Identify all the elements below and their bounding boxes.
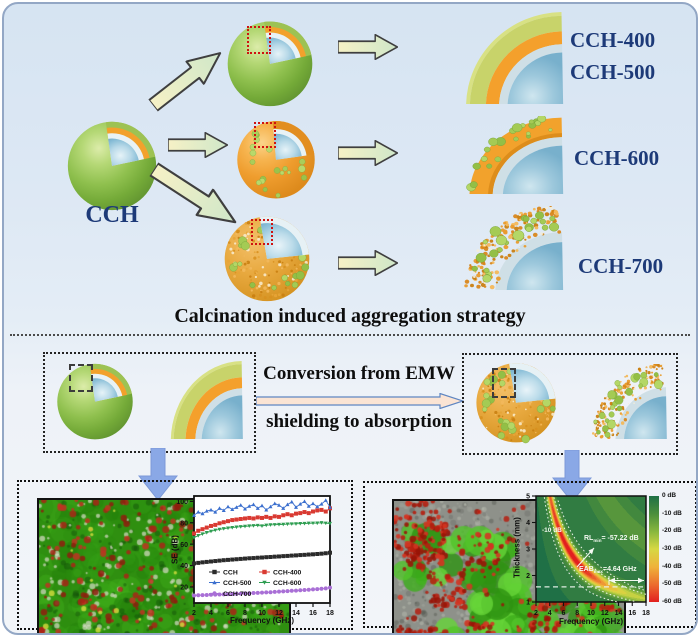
svg-text:16: 16 [628, 610, 636, 617]
cch-sphere-icon [67, 121, 157, 211]
svg-text:20: 20 [180, 585, 188, 592]
svg-text:12: 12 [275, 610, 283, 617]
svg-text:18: 18 [326, 610, 334, 617]
colorbar-label: -10 dB [662, 509, 682, 517]
product-label-3: CCH-700 [578, 254, 664, 278]
process-arrow-icon [338, 140, 398, 166]
process-arrow-icon [168, 132, 228, 158]
svg-text:2: 2 [192, 610, 196, 617]
shell-cross-section-icon [170, 361, 243, 439]
svg-text:CCH-400: CCH-400 [273, 570, 302, 577]
svg-text:CCH-700: CCH-700 [223, 591, 252, 598]
caption: Calcination induced aggregation strategy [174, 305, 526, 327]
colorbar-label: -20 dB [662, 527, 682, 535]
svg-text:6: 6 [562, 610, 566, 617]
product-label-2: CCH-600 [574, 146, 660, 170]
process-arrow-icon [143, 40, 230, 118]
zoom-region-marker-black [492, 368, 516, 398]
zoom-region-marker-red [247, 26, 271, 54]
se-chart: 20 40 60 80 100 2 4 6 8 10 12 14 16 18 CCH CCH-400 CCH-5… [176, 495, 334, 617]
svg-text:8: 8 [243, 610, 247, 617]
hm-ylabel: Thickness (mm) [512, 517, 522, 578]
colorbar-label: -50 dB [662, 580, 682, 588]
svg-text:4: 4 [526, 520, 530, 527]
svg-text:12: 12 [601, 610, 609, 617]
se-ylabel: SE (dB) [170, 535, 180, 564]
svg-text:2: 2 [526, 573, 530, 580]
hm-xlabel: Frequency (GHz) [558, 617, 623, 626]
product-label-0: CCH-400 [570, 28, 656, 52]
colorbar [649, 496, 659, 602]
svg-text:60: 60 [180, 542, 188, 549]
cch-sphere-icon [57, 363, 133, 440]
svg-text:14: 14 [292, 610, 300, 617]
svg-text:2: 2 [534, 610, 538, 617]
svg-text:8: 8 [575, 610, 579, 617]
rl-heatmap: 0 dB -10 dB -20 dB -30 dB -40 dB -50 dB -60 dB… [509, 480, 696, 630]
process-arrow-icon [338, 34, 398, 60]
shell-cross-section-icon [466, 116, 564, 194]
product-sphere-icon [237, 121, 315, 199]
zoom-region-marker-black [69, 364, 93, 392]
zoom-region-marker-red [254, 122, 276, 148]
colorbar-label: 0 dB [662, 492, 677, 499]
cch-label: CCH [85, 202, 139, 228]
section-separator [10, 334, 690, 336]
conversion-arrow-icon [256, 393, 464, 409]
svg-text:10: 10 [587, 610, 595, 617]
colorbar-label: -60 dB [662, 598, 682, 605]
svg-text:CCH: CCH [223, 570, 238, 577]
svg-text:EABmax=4.64 GHz: EABmax=4.64 GHz [579, 566, 637, 574]
process-arrow-icon [338, 250, 398, 276]
svg-text:CCH-500: CCH-500 [223, 580, 252, 587]
shell-cross-section-icon [464, 206, 564, 290]
svg-text:4: 4 [209, 610, 213, 617]
svg-text:18: 18 [642, 610, 650, 617]
svg-text:1: 1 [526, 600, 530, 607]
svg-text:16: 16 [309, 610, 317, 617]
se-xlabel: Frequency (GHz) [229, 616, 294, 625]
svg-text:100: 100 [176, 499, 188, 506]
shell-cross-section-icon [592, 364, 667, 439]
svg-text:80: 80 [180, 520, 188, 527]
svg-text:4: 4 [548, 610, 552, 617]
svg-text:6: 6 [226, 610, 230, 617]
sample-box-before [43, 352, 256, 453]
colorbar-labels: 0 dB -10 dB -20 dB -30 dB -40 dB -50 dB -60 dB [662, 492, 696, 605]
zoom-region-marker-red [251, 219, 273, 245]
shell-cross-section-icon [466, 12, 564, 104]
svg-text:40: 40 [180, 563, 188, 570]
conversion-text-line2: shielding to absorption [266, 411, 452, 432]
aggregated-sphere-icon [476, 363, 556, 444]
colorbar-label: -30 dB [662, 545, 682, 552]
svg-text:5: 5 [526, 494, 530, 501]
svg-text:10: 10 [258, 610, 266, 617]
colorbar-label: -40 dB [662, 562, 682, 570]
product-label-1: CCH-500 [570, 60, 656, 84]
svg-text:CCH-600: CCH-600 [273, 580, 302, 587]
svg-text:-10 dB: -10 dB [542, 527, 562, 534]
svg-text:14: 14 [615, 610, 623, 617]
svg-text:RLmin= -57.22 dB: RLmin= -57.22 dB [584, 535, 639, 543]
svg-text:3: 3 [526, 547, 530, 554]
conversion-text-line1: Conversion from EMW [263, 363, 455, 384]
